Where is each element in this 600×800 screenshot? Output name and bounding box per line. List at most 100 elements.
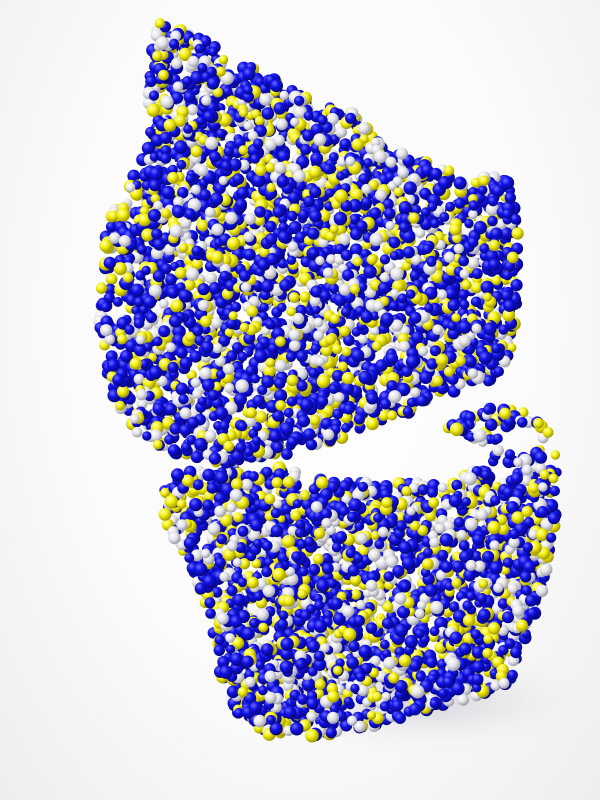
lower-particle-primary	[313, 619, 328, 633]
lower-particle-tertiary	[521, 464, 533, 476]
lower-particle-primary	[249, 617, 260, 629]
upper-particle-primary	[385, 352, 399, 365]
lower-particle-primary	[383, 571, 395, 582]
lower-particle-tertiary	[232, 557, 242, 568]
lower-particle-secondary	[327, 690, 340, 703]
lower-particle-primary	[394, 623, 409, 638]
lower-particle-primary	[347, 564, 360, 577]
lower-particle-primary	[297, 539, 307, 549]
lower-particle-primary	[214, 470, 229, 485]
lower-particle-secondary	[281, 534, 295, 549]
lower-particle-primary	[308, 563, 321, 576]
lower-particle-primary	[297, 694, 308, 705]
lower-particle-primary	[392, 565, 405, 578]
lower-particle-tertiary	[456, 529, 467, 541]
lower-particle-primary	[189, 498, 203, 512]
lower-particle-tertiary	[464, 517, 478, 531]
upper-particle-primary	[310, 152, 324, 166]
lower-particle-primary	[202, 499, 214, 511]
lower-particle-primary	[408, 703, 422, 716]
lower-particle-primary	[270, 524, 284, 538]
lower-particle-secondary	[272, 567, 286, 582]
lower-particle-primary	[355, 672, 366, 682]
lower-particle-tertiary	[473, 428, 487, 443]
lower-particle-secondary	[258, 622, 269, 633]
lower-particle-secondary	[401, 486, 412, 497]
lower-particle-tertiary	[492, 444, 504, 457]
lower-particle-secondary	[312, 553, 324, 565]
lower-particle-tertiary	[489, 540, 500, 551]
lower-particle-primary	[295, 658, 307, 670]
lower-particle-primary	[504, 449, 516, 460]
lower-particle-primary	[266, 714, 276, 725]
lower-particle-primary	[394, 712, 406, 724]
upper-particle-primary	[277, 302, 287, 313]
lower-particle-primary	[381, 617, 394, 630]
lower-particle-primary	[453, 517, 465, 528]
lower-particle-primary	[253, 591, 264, 601]
lower-particle-primary	[477, 608, 491, 622]
lower-particle-tertiary	[256, 608, 270, 621]
lower-particle-primary	[214, 557, 226, 569]
lower-particle-tertiary	[347, 715, 358, 726]
lower-particle-primary	[429, 698, 440, 709]
lower-particle-primary	[248, 701, 263, 715]
lower-particle-primary	[380, 639, 390, 650]
lower-particle-primary	[307, 666, 318, 677]
lower-particle-primary	[298, 566, 309, 577]
lower-particle-tertiary	[355, 599, 366, 610]
upper-particle-primary	[161, 185, 175, 200]
lower-particle-tertiary	[513, 457, 524, 468]
lower-particle-primary	[278, 610, 289, 621]
lower-particle-primary	[183, 536, 197, 550]
lower-particle-primary	[358, 644, 372, 659]
lower-particle-primary	[463, 568, 476, 582]
upper-particle-tertiary	[243, 120, 253, 131]
lower-particle-primary	[483, 404, 494, 415]
lower-particle-secondary	[539, 469, 550, 480]
lower-particle-tertiary	[410, 684, 425, 699]
lower-particle-tertiary	[207, 522, 221, 536]
lower-particle-primary	[423, 547, 433, 558]
lower-particle-secondary	[533, 417, 544, 429]
lower-particle-secondary	[478, 578, 489, 589]
lower-particle-primary	[283, 706, 297, 719]
lower-particle-primary	[458, 642, 472, 656]
lower-particle-primary	[243, 692, 257, 705]
lower-particle-secondary	[462, 614, 476, 627]
lower-particle-secondary	[428, 497, 440, 509]
lower-particle-primary	[520, 571, 532, 583]
lower-particle-secondary	[271, 477, 283, 489]
lower-particle-tertiary	[465, 559, 477, 571]
lower-particle-primary	[308, 483, 320, 495]
lower-particle-primary	[471, 673, 484, 686]
lower-particle-tertiary	[321, 517, 332, 529]
lower-particle-primary	[527, 607, 538, 619]
lower-particle-tertiary	[539, 563, 553, 576]
lower-particle-primary	[252, 538, 263, 549]
lower-particle-primary	[343, 696, 354, 707]
lower-particle-tertiary	[226, 540, 238, 552]
lower-particle-primary	[510, 472, 523, 485]
lower-particle-primary	[237, 525, 249, 537]
lower-particle-tertiary	[264, 691, 277, 704]
lower-particle-primary	[498, 644, 509, 656]
lower-particle-secondary	[158, 508, 172, 521]
lower-particle-primary	[442, 676, 455, 688]
lower-particle-primary	[438, 688, 449, 699]
lower-particle-primary	[261, 540, 273, 552]
lower-particle-tertiary	[368, 548, 381, 562]
upper-particle-secondary	[387, 410, 398, 421]
lower-particle-secondary	[297, 589, 308, 599]
lower-particle-tertiary	[262, 584, 276, 598]
lower-particle-tertiary	[370, 655, 381, 667]
lower-particle-primary	[417, 484, 429, 496]
lower-particle-tertiary	[437, 482, 448, 493]
lower-particle-secondary	[282, 476, 295, 489]
lower-particle-secondary	[283, 595, 295, 607]
lower-particle-tertiary	[535, 584, 549, 597]
lower-particle-tertiary	[326, 711, 340, 724]
lower-particle-primary	[261, 466, 273, 478]
lower-particle-primary	[325, 727, 337, 739]
lower-particle-secondary	[357, 544, 370, 557]
